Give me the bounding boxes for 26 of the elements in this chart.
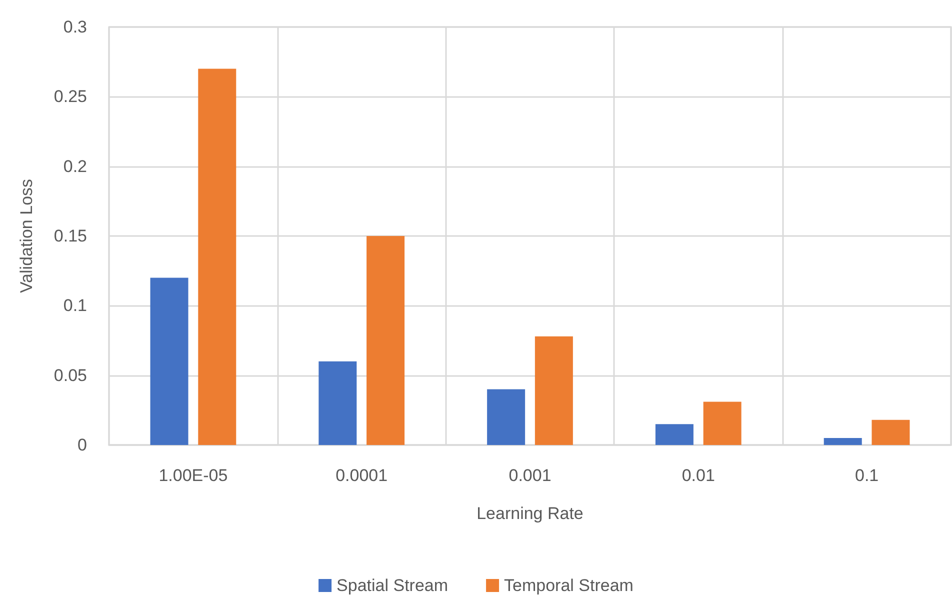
y-tick-label: 0.1 bbox=[63, 296, 87, 316]
x-tick-label: 1.00E-05 bbox=[158, 466, 228, 485]
x-tick-label: 0.01 bbox=[682, 466, 715, 485]
y-tick-label: 0.2 bbox=[63, 156, 87, 176]
bar bbox=[487, 389, 526, 445]
bar bbox=[534, 336, 573, 445]
y-tick-label: 0 bbox=[78, 436, 87, 454]
bar bbox=[824, 438, 862, 445]
bar bbox=[198, 68, 236, 445]
x-axis-title: Learning Rate bbox=[476, 504, 584, 523]
bar bbox=[872, 420, 910, 445]
bar bbox=[318, 361, 357, 445]
y-tick-label: 0.15 bbox=[54, 226, 87, 246]
y-tick-label: 0.05 bbox=[54, 366, 87, 385]
bar bbox=[655, 424, 694, 445]
bar bbox=[703, 402, 742, 445]
x-tick-label: 0.1 bbox=[854, 466, 879, 485]
y-tick-label: 0.3 bbox=[63, 18, 87, 36]
bar bbox=[366, 236, 405, 445]
y-tick-label: 0.25 bbox=[54, 87, 87, 106]
legend-label: Spatial Stream bbox=[336, 576, 448, 595]
x-tick-label: 0.001 bbox=[508, 466, 552, 485]
legend-label: Temporal Stream bbox=[504, 576, 634, 595]
y-axis-title: Validation Loss bbox=[17, 178, 36, 294]
bar bbox=[150, 278, 188, 445]
x-tick-label: 0.0001 bbox=[336, 466, 388, 485]
